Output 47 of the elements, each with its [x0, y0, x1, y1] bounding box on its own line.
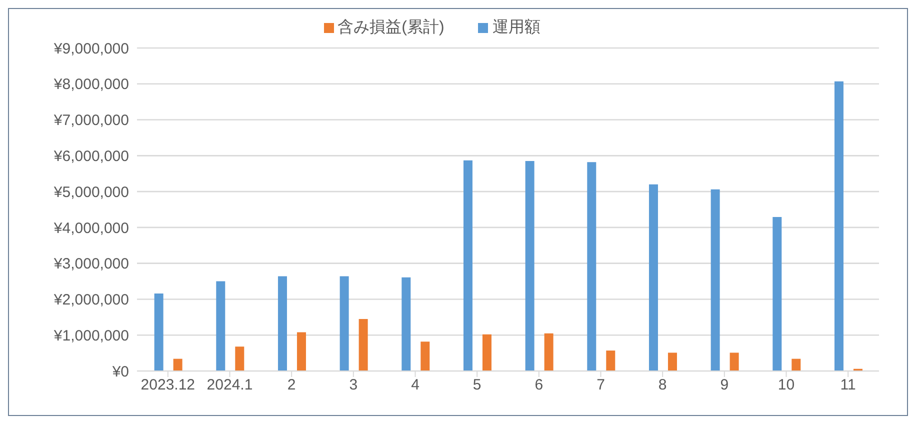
bar — [834, 81, 844, 371]
bar — [296, 332, 306, 371]
x-tick-label: 3 — [349, 376, 358, 394]
bar — [358, 318, 368, 371]
x-tick-label: 2023.12 — [140, 376, 196, 394]
bar — [587, 162, 596, 371]
y-tick-label: ¥5,000,000 — [52, 184, 129, 201]
bar — [525, 161, 534, 371]
bar — [730, 352, 739, 371]
x-tick-label: 6 — [534, 376, 544, 394]
bar — [606, 350, 616, 371]
bar — [710, 189, 720, 371]
y-tick-label: ¥8,000,000 — [52, 76, 129, 94]
y-tick-label: ¥1,000,000 — [52, 327, 129, 344]
x-tick-label: 5 — [472, 376, 482, 394]
legend-label: 運用額 — [492, 19, 540, 36]
bar — [154, 293, 164, 371]
legend-label: 含み損益(累計) — [338, 19, 444, 36]
x-tick-label: 4 — [411, 376, 420, 394]
bar — [278, 276, 287, 371]
bar — [668, 352, 677, 371]
y-tick-label: ¥7,000,000 — [52, 112, 129, 130]
x-tick-label: 2 — [287, 376, 296, 394]
y-tick-label: ¥3,000,000 — [52, 256, 129, 273]
y-tick-label: ¥6,000,000 — [52, 148, 129, 165]
bar — [772, 217, 782, 371]
bar — [235, 346, 244, 371]
x-tick-label: 7 — [596, 376, 605, 394]
bar — [482, 334, 492, 371]
bar — [648, 184, 658, 371]
y-tick-label: ¥0 — [111, 363, 129, 380]
bar — [216, 281, 226, 371]
x-tick-label: 8 — [658, 376, 667, 394]
x-tick-label: 10 — [778, 376, 795, 394]
bar — [463, 160, 472, 371]
y-tick-label: ¥2,000,000 — [52, 292, 129, 309]
bar — [402, 277, 411, 371]
bar — [544, 333, 554, 371]
y-tick-label: ¥9,000,000 — [52, 40, 129, 58]
bar — [340, 276, 349, 371]
y-tick-label: ¥4,000,000 — [52, 220, 129, 237]
x-tick-label: 9 — [720, 376, 729, 394]
x-tick-label: 2024.1 — [206, 376, 253, 394]
bar — [792, 358, 801, 371]
bar — [420, 342, 430, 371]
x-tick-label: 11 — [840, 376, 856, 394]
bar — [173, 358, 182, 371]
